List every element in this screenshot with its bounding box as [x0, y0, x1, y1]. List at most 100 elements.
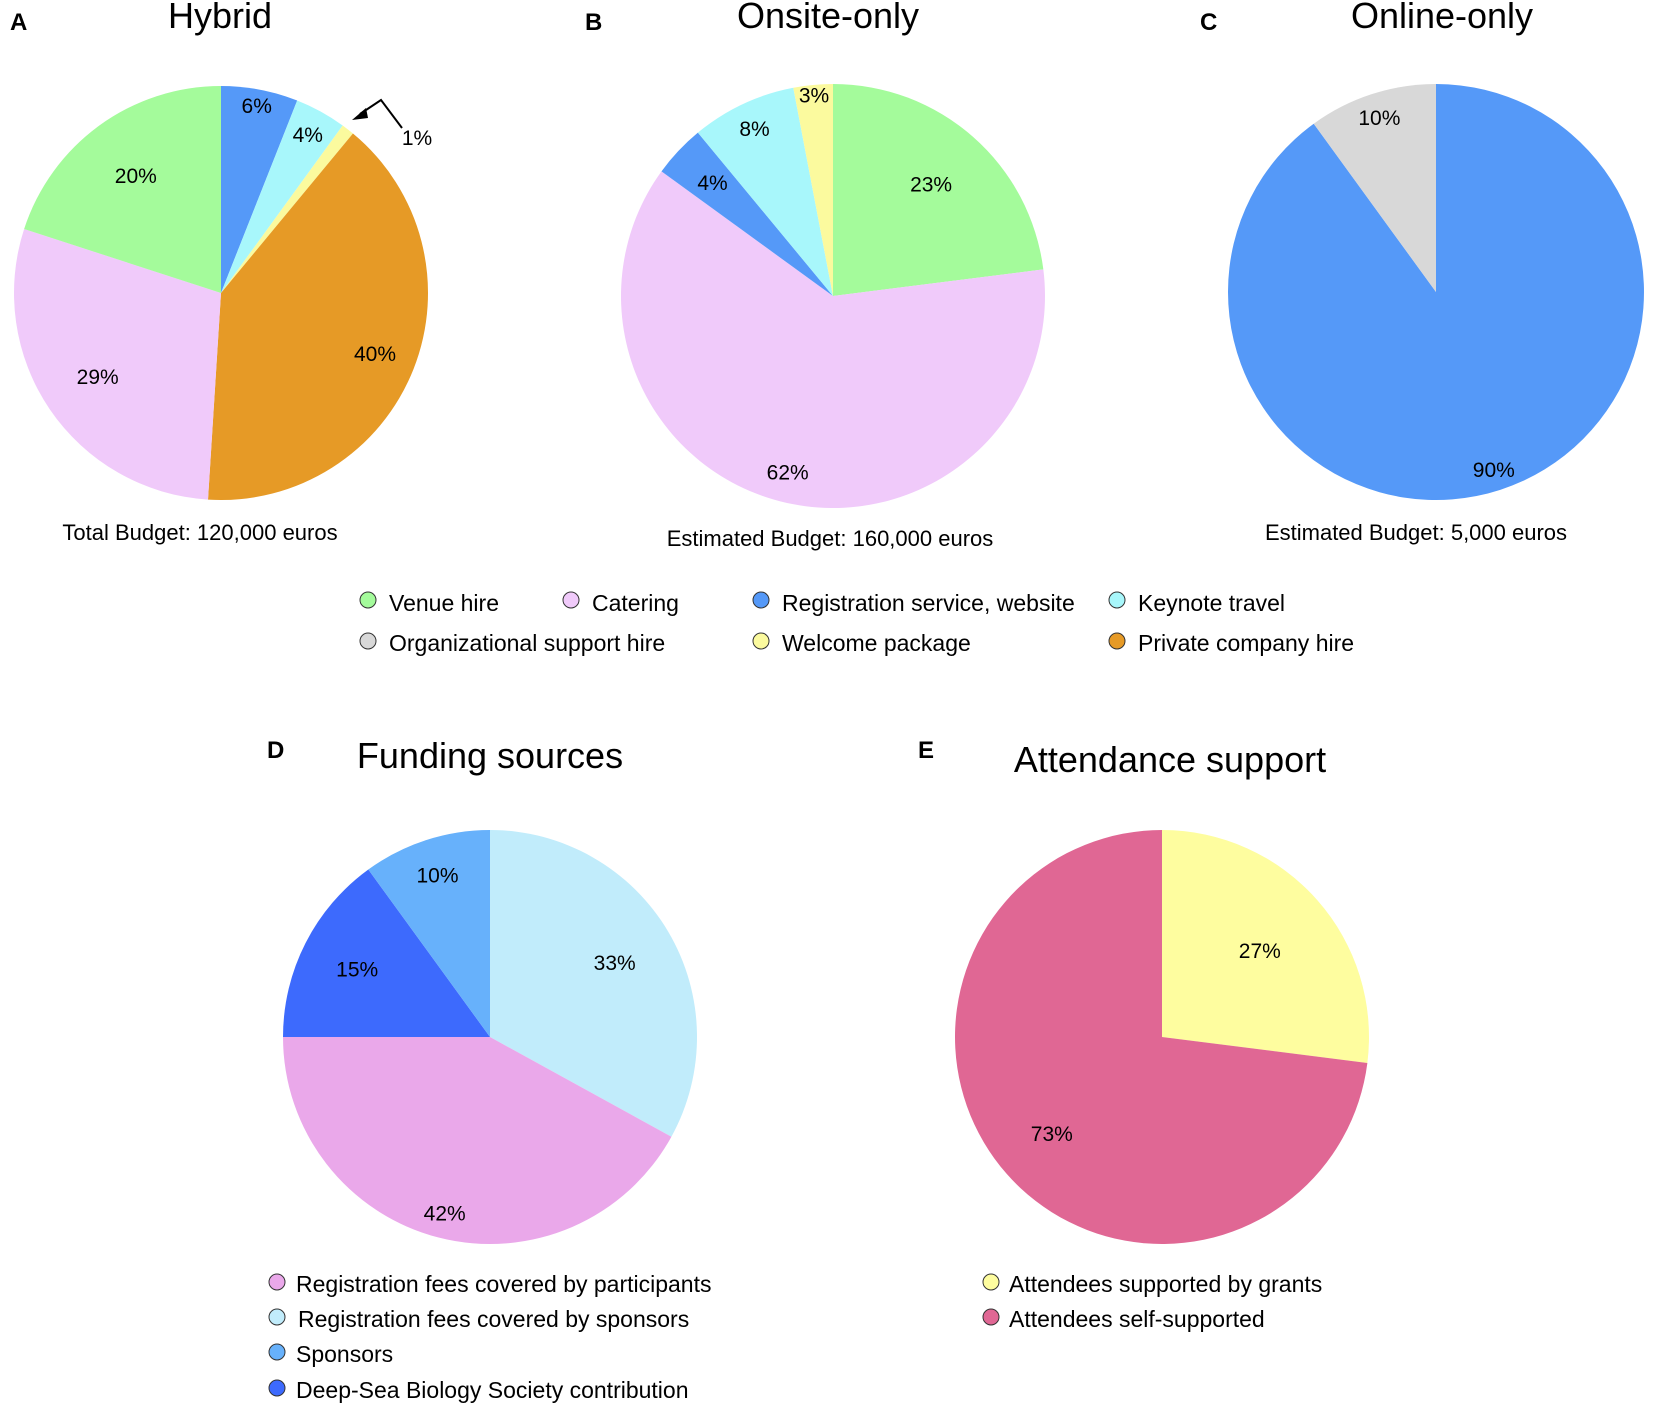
pie-slice-venue-hire — [833, 84, 1044, 296]
legend-marker-registration-service — [752, 591, 770, 609]
slice-label-keynote-travel: 4% — [293, 124, 323, 147]
pie-slice-welcome-package — [221, 125, 353, 293]
pie-slice-sponsors — [368, 830, 490, 1037]
pie-slice-welcome-package — [793, 84, 833, 296]
legend-label-fees-sponsors: Registration fees covered by sponsors — [298, 1306, 689, 1332]
legend-item-keynote-travel: Keynote travel — [1108, 590, 1285, 616]
pie-slice-keynote-travel — [697, 87, 833, 296]
legend-item-self-supported: Attendees self-supported — [982, 1306, 1265, 1332]
pie-slice-attendees-self-supported — [955, 830, 1368, 1244]
panel-e: E Attendance support 27% 73% Attendees su… — [918, 737, 1370, 1332]
slice-label-welcome-package: 1% — [402, 127, 432, 150]
legend-label-organizational-support: Organizational support hire — [389, 630, 665, 656]
budget-label-c: Estimated Budget: 5,000 euros — [1265, 520, 1567, 545]
pie-slice-attendees-supported-by-grants — [1162, 830, 1370, 1063]
pie-slice-catering — [13, 229, 222, 500]
slice-label-organizational-support-hire: 10% — [1358, 107, 1400, 130]
legend-marker-fees-participants — [268, 1273, 286, 1291]
legend-label-catering: Catering — [592, 590, 679, 616]
legend-item-organizational-support: Organizational support hire — [359, 630, 665, 656]
legend-item-private-company: Private company hire — [1108, 630, 1354, 656]
slice-label-attendees-self-supported: 73% — [1031, 1123, 1073, 1146]
panel-title-d: Funding sources — [357, 735, 623, 776]
legend-marker-society-contribution — [268, 1379, 286, 1397]
panel-title-c: Online-only — [1351, 0, 1533, 36]
budget-label-a: Total Budget: 120,000 euros — [62, 520, 337, 545]
slice-label-venue-hire: 20% — [115, 165, 157, 188]
panel-d: D Funding sources 33% 42% 15% 10% Registrat… — [267, 735, 712, 1403]
callout-arrow — [352, 98, 403, 129]
panel-a: A Hybrid 6% 4% 1% 40% 29% 20% Total Budget: 1… — [10, 0, 432, 545]
slice-label-attendees-supported-by-grants: 27% — [1239, 940, 1281, 963]
panel-letter-d: D — [267, 737, 284, 764]
legend-label-private-company: Private company hire — [1138, 630, 1354, 656]
pie-chart-attendance-support: 27% 73% — [955, 830, 1370, 1244]
pie-slice-registration-service-website — [1227, 84, 1644, 501]
pie-slice-keynote-travel — [221, 100, 343, 293]
budget-label-b: Estimated Budget: 160,000 euros — [667, 526, 994, 551]
panel-letter-a: A — [10, 9, 27, 36]
legend-marker-self-supported — [982, 1308, 1000, 1326]
legend-attendance: Attendees supported by grants Attendees … — [982, 1271, 1322, 1332]
legend-marker-welcome-package — [752, 632, 770, 650]
panel-c: C Online-only 90% 10% Estimated Budget: 5… — [1200, 0, 1644, 545]
slice-label-catering: 62% — [767, 462, 809, 485]
legend-item-sponsors: Sponsors — [268, 1341, 393, 1367]
panel-letter-c: C — [1200, 9, 1217, 36]
pie-slice-registration-service-website — [221, 86, 298, 293]
shared-legend: Venue hire Catering Registration service… — [359, 590, 1354, 656]
pie-chart-onsite-only: 23% 62% 4% 8% 3% — [621, 84, 1046, 509]
legend-label-welcome-package: Welcome package — [782, 630, 971, 656]
panel-title-b: Onsite-only — [737, 0, 919, 36]
legend-item-society-contribution: Deep-Sea Biology Society contribution — [268, 1377, 689, 1403]
legend-marker-sponsors — [268, 1343, 286, 1361]
panel-letter-b: B — [585, 9, 602, 36]
slice-label-keynote-travel: 8% — [739, 118, 769, 141]
legend-label-sponsors: Sponsors — [296, 1341, 393, 1367]
pie-chart-funding-sources: 33% 42% 15% 10% — [282, 830, 698, 1245]
slice-label-welcome-package: 3% — [799, 85, 829, 108]
legend-marker-supported-by-grants — [982, 1273, 1000, 1291]
legend-item-fees-participants: Registration fees covered by participant… — [268, 1271, 712, 1297]
legend-item-welcome-package: Welcome package — [752, 630, 971, 656]
slice-label-venue-hire: 23% — [910, 174, 952, 197]
panel-title-a: Hybrid — [168, 0, 272, 36]
legend-item-supported-by-grants: Attendees supported by grants — [982, 1271, 1322, 1297]
slice-label-deep-sea-biology-society-contribution: 15% — [336, 958, 378, 981]
slice-label-registration-service-website: 90% — [1473, 459, 1515, 482]
panel-b: B Onsite-only 23% 62% 4% 8% 3% Estimated Bud… — [585, 0, 1046, 551]
panel-title-e: Attendance support — [1014, 739, 1326, 780]
pie-chart-hybrid: 6% 4% 1% 40% 29% 20% — [13, 86, 432, 500]
pie-slice-catering — [621, 171, 1046, 509]
legend-label-fees-participants: Registration fees covered by participant… — [296, 1271, 712, 1297]
legend-marker-venue-hire — [359, 591, 377, 609]
legend-marker-keynote-travel — [1108, 591, 1126, 609]
slice-label-registration-fees-covered-by-sponsors: 33% — [594, 952, 636, 975]
legend-label-society-contribution: Deep-Sea Biology Society contribution — [296, 1377, 689, 1403]
slice-label-registration-service-website: 6% — [242, 95, 272, 118]
legend-label-registration-service: Registration service, website — [782, 590, 1075, 616]
legend-label-self-supported: Attendees self-supported — [1009, 1306, 1265, 1332]
legend-marker-catering — [562, 591, 580, 609]
legend-label-supported-by-grants: Attendees supported by grants — [1009, 1271, 1322, 1297]
legend-item-registration-service: Registration service, website — [752, 590, 1075, 616]
panel-letter-e: E — [918, 737, 934, 764]
pie-slice-deep-sea-biology-society-contribution — [283, 869, 490, 1037]
pie-slice-organizational-support-hire — [1313, 83, 1436, 292]
pie-slice-private-company-hire — [208, 133, 429, 500]
legend-marker-organizational-support — [359, 632, 377, 650]
legend-label-venue-hire: Venue hire — [389, 590, 499, 616]
legend-marker-fees-sponsors — [268, 1308, 286, 1326]
slice-label-private-company-hire: 40% — [354, 343, 396, 366]
slice-label-sponsors: 10% — [416, 865, 458, 888]
legend-funding: Registration fees covered by participant… — [268, 1271, 712, 1403]
slice-label-catering: 29% — [77, 366, 119, 389]
legend-item-catering: Catering — [562, 590, 679, 616]
legend-label-keynote-travel: Keynote travel — [1138, 590, 1285, 616]
slice-label-registration-fees-covered-by-participants: 42% — [424, 1202, 466, 1225]
pie-slice-registration-fees-covered-by-sponsors — [490, 830, 698, 1137]
pie-slice-venue-hire — [24, 86, 221, 293]
pie-slice-registration-fees-covered-by-participants — [282, 1037, 672, 1245]
legend-marker-private-company — [1108, 632, 1126, 650]
